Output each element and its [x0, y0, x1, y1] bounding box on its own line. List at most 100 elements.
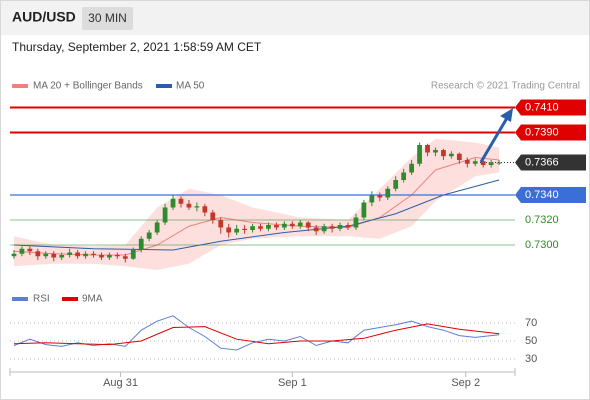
candle-body — [480, 161, 486, 165]
candle-body — [345, 225, 351, 228]
candle-body — [433, 150, 438, 153]
plot: Aug 31 Sep 1 Sep 2 0.7410 0.7390 0.7366 0.7340… — [10, 99, 586, 389]
legend-label: MA 20 + Bollinger Bands — [33, 81, 143, 92]
candle-body — [289, 223, 295, 227]
indicator-line — [13, 323, 500, 346]
candle-body — [417, 145, 422, 164]
indicator-line — [13, 315, 500, 351]
candle-body — [122, 256, 128, 259]
candle-body — [425, 145, 430, 153]
level-tag — [515, 99, 586, 116]
candle-body — [51, 253, 57, 258]
level-label: 0.7410 — [525, 101, 559, 113]
candle-body — [67, 252, 73, 255]
x-tick-label: Sep 2 — [451, 377, 480, 389]
candle-body — [130, 250, 136, 259]
subtitle: Thursday, September 2, 2021 1:58:59 AM C… — [12, 40, 262, 54]
candle-body — [43, 253, 49, 257]
candle-body — [99, 255, 104, 258]
legend-swatch — [12, 297, 28, 301]
candle-body — [83, 253, 88, 257]
timeframe: 30 MIN — [88, 11, 127, 25]
candle-body — [456, 153, 462, 160]
level-tag — [515, 154, 586, 171]
candle-body — [488, 162, 494, 165]
source: Research © 2021 Trading Central — [431, 81, 580, 92]
forecast-arrow — [479, 108, 513, 163]
arrow-head — [500, 108, 513, 122]
candle-body — [258, 226, 263, 229]
x-tick-label: Aug 31 — [103, 377, 138, 389]
legend-label: 9MA — [82, 294, 103, 305]
candle-body — [226, 227, 232, 233]
legend-swatch — [156, 84, 172, 88]
candle-body — [186, 203, 192, 208]
candle-body — [353, 217, 359, 228]
candle-body — [329, 226, 335, 229]
candle-body — [472, 161, 478, 164]
level-label: 0.7320 — [525, 214, 559, 226]
candle-body — [114, 255, 120, 257]
candle-body — [385, 188, 391, 198]
level-tag — [515, 187, 586, 203]
candle-body — [170, 198, 176, 208]
y-tick-label: 70 — [525, 317, 537, 329]
candle-body — [266, 225, 271, 229]
candle-body — [297, 222, 303, 227]
ma20-line — [13, 156, 500, 256]
candle-body — [194, 206, 200, 208]
level-label: 0.7390 — [525, 126, 559, 138]
candle-body — [361, 202, 367, 218]
level-label: 0.7300 — [525, 239, 559, 251]
candle-body — [35, 251, 41, 257]
candle-body — [11, 253, 17, 257]
legend-swatch — [12, 84, 28, 88]
chart-title: AUD/USD — [12, 9, 76, 25]
candle-body — [234, 228, 240, 233]
timeframe-badge — [82, 7, 133, 30]
candle-body — [250, 226, 255, 230]
candle-body — [274, 225, 279, 228]
candle-body — [409, 163, 414, 173]
bollinger-band — [13, 138, 500, 270]
candle-body — [154, 222, 160, 233]
candle-body — [138, 238, 144, 250]
x-tick-label: Sep 1 — [278, 377, 307, 389]
candle-body — [178, 198, 184, 204]
candle-body — [321, 226, 327, 232]
candle-body — [377, 195, 383, 198]
candle-body — [313, 227, 319, 232]
legend-label: RSI — [33, 294, 50, 305]
candle-body — [210, 212, 216, 220]
candle-body — [305, 222, 311, 228]
legend-swatch — [62, 297, 78, 301]
candle-body — [91, 253, 96, 255]
candle-body — [146, 232, 152, 239]
candle-body — [242, 228, 247, 230]
candle-body — [27, 248, 33, 252]
ma50-line — [13, 179, 500, 251]
candle-body — [464, 160, 470, 164]
candle-body — [393, 180, 399, 189]
candle-body — [369, 195, 375, 203]
level-label: 0.7340 — [525, 189, 559, 201]
level-label: 0.7366 — [525, 156, 559, 168]
candle-body — [59, 255, 65, 258]
y-tick-label: 30 — [525, 353, 537, 365]
candle-body — [107, 255, 112, 258]
candle-body — [337, 225, 343, 229]
candle-body — [401, 172, 407, 180]
candle-body — [281, 223, 287, 228]
legend-label: MA 50 — [176, 81, 205, 92]
y-tick-label: 50 — [525, 335, 537, 347]
candle-body — [19, 248, 25, 254]
candle-body — [448, 153, 454, 157]
candle-body — [496, 162, 502, 164]
arrow-shaft — [479, 117, 509, 163]
candle-body — [162, 207, 168, 223]
candle-body — [202, 206, 208, 213]
level-tag — [515, 124, 586, 141]
candle-body — [441, 150, 446, 157]
